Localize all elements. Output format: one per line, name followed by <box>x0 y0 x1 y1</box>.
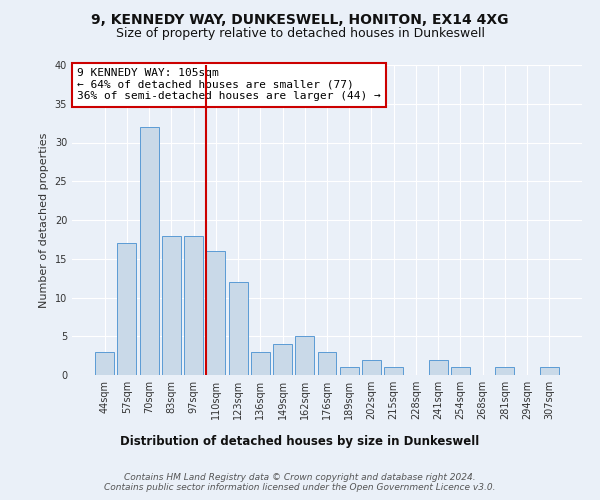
Text: Distribution of detached houses by size in Dunkeswell: Distribution of detached houses by size … <box>121 435 479 448</box>
Text: Size of property relative to detached houses in Dunkeswell: Size of property relative to detached ho… <box>115 28 485 40</box>
Bar <box>540 367 559 375</box>
Bar <box>340 367 359 375</box>
Bar <box>496 367 514 375</box>
Text: Contains HM Land Registry data © Crown copyright and database right 2024.
Contai: Contains HM Land Registry data © Crown c… <box>104 472 496 492</box>
Bar <box>362 360 381 375</box>
Bar <box>451 367 470 375</box>
Text: 9 KENNEDY WAY: 105sqm
← 64% of detached houses are smaller (77)
36% of semi-deta: 9 KENNEDY WAY: 105sqm ← 64% of detached … <box>77 68 381 102</box>
Bar <box>162 236 181 375</box>
Bar <box>140 127 158 375</box>
Bar <box>251 352 270 375</box>
Bar <box>384 367 403 375</box>
Bar <box>317 352 337 375</box>
Bar <box>206 251 225 375</box>
Bar <box>95 352 114 375</box>
Bar <box>295 336 314 375</box>
Bar <box>184 236 203 375</box>
Text: 9, KENNEDY WAY, DUNKESWELL, HONITON, EX14 4XG: 9, KENNEDY WAY, DUNKESWELL, HONITON, EX1… <box>91 12 509 26</box>
Bar <box>118 244 136 375</box>
Bar <box>429 360 448 375</box>
Y-axis label: Number of detached properties: Number of detached properties <box>39 132 49 308</box>
Bar <box>229 282 248 375</box>
Bar <box>273 344 292 375</box>
